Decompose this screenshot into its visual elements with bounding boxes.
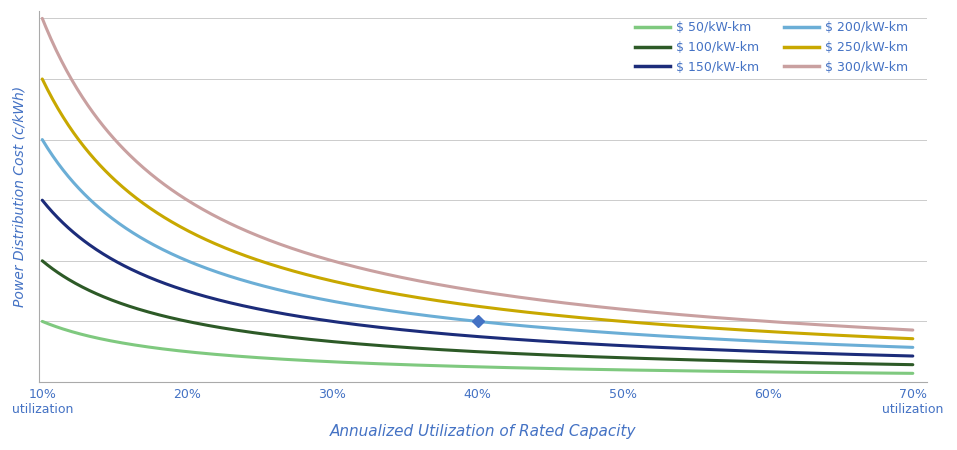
Y-axis label: Power Distribution Cost (c/kWh): Power Distribution Cost (c/kWh) — [12, 86, 26, 307]
X-axis label: Annualized Utilization of Rated Capacity: Annualized Utilization of Rated Capacity — [330, 424, 636, 439]
Legend: $ 50/kW-km, $ 100/kW-km, $ 150/kW-km, $ 200/kW-km, $ 250/kW-km, $ 300/kW-km: $ 50/kW-km, $ 100/kW-km, $ 150/kW-km, $ … — [631, 18, 912, 77]
